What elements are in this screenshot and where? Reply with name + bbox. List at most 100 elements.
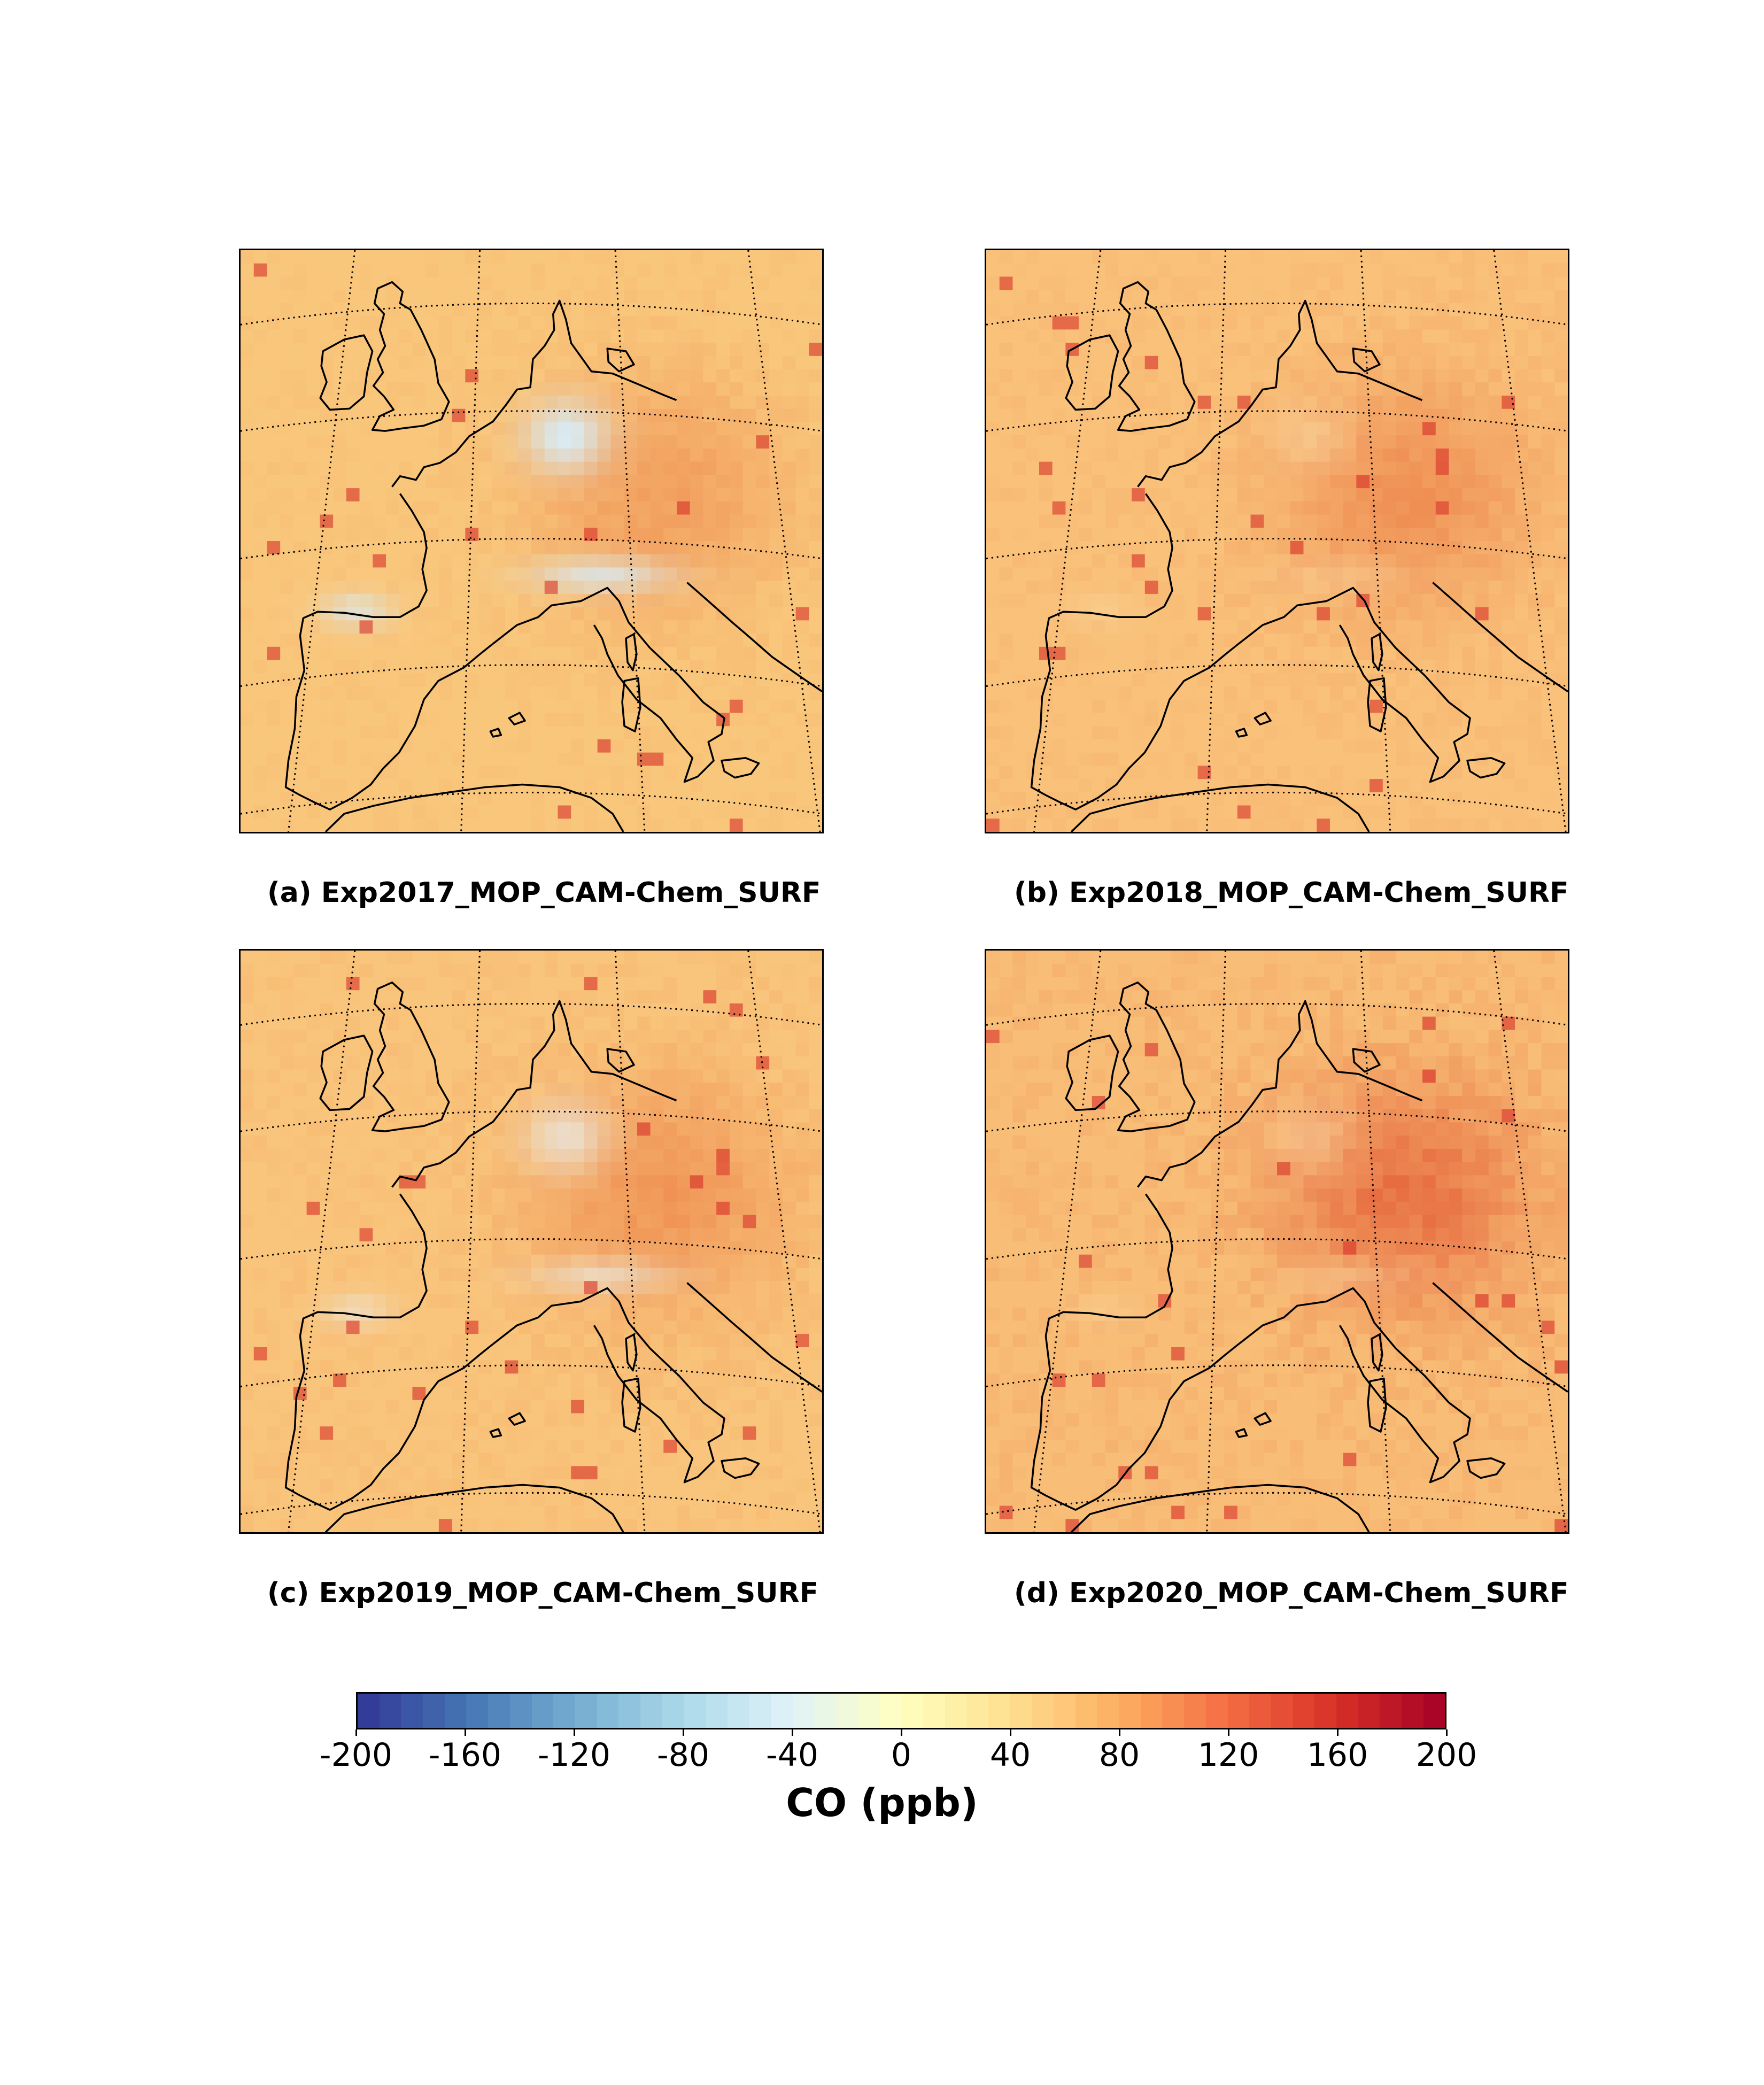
field-cell (1039, 408, 1053, 422)
field-cell (1356, 739, 1370, 753)
field-cell (1264, 422, 1278, 436)
field-cell (809, 990, 822, 1004)
field-cell (1462, 554, 1476, 568)
field-cell (769, 514, 783, 528)
field-cell (1237, 699, 1251, 713)
field-cell (280, 1069, 294, 1083)
field-cell (1541, 448, 1555, 462)
field-cell (306, 567, 320, 581)
field-cell (452, 396, 466, 410)
field-cell (637, 1254, 651, 1268)
field-cell (1528, 766, 1542, 779)
field-cell (544, 660, 558, 674)
field-cell (1502, 290, 1515, 304)
field-cell (584, 1043, 598, 1057)
field-cell (1554, 343, 1568, 357)
field-cell (241, 461, 254, 475)
field-cell (769, 713, 783, 727)
field-cell (1237, 554, 1251, 568)
field-cell (1422, 316, 1436, 330)
field-cell (452, 1122, 466, 1136)
field-cell (1250, 369, 1264, 383)
field-cell (1092, 593, 1106, 608)
field-cell (267, 382, 281, 396)
field-cell (1409, 422, 1423, 436)
field-cell (584, 977, 598, 991)
field-cell (1277, 739, 1291, 753)
field-cell (1012, 581, 1026, 594)
field-cell (1303, 554, 1317, 568)
field-cell (1264, 726, 1278, 740)
field-cell (1528, 792, 1542, 806)
field-cell (650, 276, 664, 290)
field-cell (1026, 422, 1040, 436)
field-cell (1290, 646, 1304, 661)
field-cell (425, 435, 439, 449)
field-cell (412, 250, 426, 264)
field-cell (742, 422, 756, 436)
field-cell (756, 435, 770, 449)
field-cell (597, 263, 611, 277)
field-cell (505, 805, 519, 819)
field-cell (1554, 699, 1568, 713)
field-cell (1250, 792, 1264, 806)
field-cell (1224, 766, 1238, 779)
field-cell (1329, 461, 1344, 475)
field-cell (729, 276, 744, 290)
field-cell (1171, 646, 1185, 661)
field-cell (505, 1069, 519, 1083)
field-cell (399, 951, 413, 964)
field-cell (518, 408, 532, 422)
field-cell (1528, 396, 1542, 410)
field-cell (1197, 673, 1211, 687)
field-cell (531, 620, 545, 634)
field-cell (1343, 567, 1357, 581)
meridian-line (1360, 250, 1391, 832)
field-cell (729, 514, 744, 528)
field-cell (1144, 369, 1158, 383)
field-cell (663, 1254, 677, 1268)
field-cell (320, 276, 334, 290)
parallel-line (241, 538, 822, 560)
field-cell (1370, 422, 1383, 436)
field-cell (1382, 581, 1397, 594)
field-cell (241, 607, 254, 621)
field-cell (386, 593, 400, 608)
field-cell (359, 408, 373, 422)
field-cell (1052, 382, 1066, 396)
field-cell (241, 634, 254, 647)
field-cell (1105, 726, 1119, 740)
field-cell (438, 1069, 453, 1083)
field-cell (769, 1201, 783, 1216)
field-cell (809, 514, 822, 528)
field-cell (1158, 620, 1172, 634)
field-cell (571, 303, 585, 317)
field-cell (558, 673, 571, 687)
field-cell (478, 514, 492, 528)
field-cell (1237, 805, 1251, 819)
field-cell (637, 593, 651, 608)
field-cell (1105, 461, 1119, 475)
field-cell (438, 396, 453, 410)
field-cell (1488, 461, 1502, 475)
field-cell (729, 739, 744, 753)
field-cell (267, 263, 281, 277)
field-cell (399, 646, 413, 661)
field-cell (1422, 686, 1436, 700)
field-cell (610, 435, 624, 449)
field-cell (729, 713, 744, 727)
field-cell (769, 1228, 783, 1242)
field-cell (809, 1201, 822, 1216)
field-cell (373, 567, 386, 581)
field-cell (1105, 646, 1119, 661)
field-cell (1026, 396, 1040, 410)
field-cell (637, 396, 651, 410)
coastline (299, 493, 428, 636)
field-cell (716, 528, 730, 542)
field-cell (584, 1003, 598, 1017)
field-cell (795, 660, 809, 674)
field-cell (703, 593, 717, 608)
field-cell (650, 686, 664, 700)
field-cell (571, 501, 585, 515)
field-cell (320, 303, 334, 317)
